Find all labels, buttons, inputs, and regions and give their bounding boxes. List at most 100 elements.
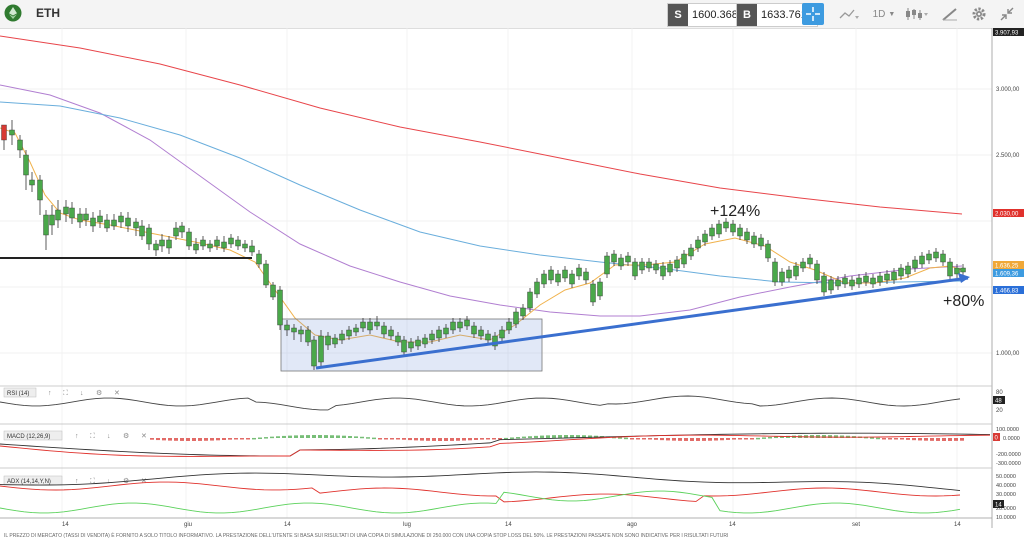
candle xyxy=(653,260,659,274)
macd-bar xyxy=(474,438,478,440)
candle xyxy=(688,244,694,260)
price-chart[interactable]: 3.000,00 2.500,00 1.000,00 3.907,93 2.03… xyxy=(0,28,1024,545)
timeframe-dropdown[interactable]: 1D ▼ xyxy=(870,3,898,25)
macd-bar xyxy=(372,437,376,440)
expand-icon[interactable]: ⛶ xyxy=(90,432,95,440)
candle xyxy=(625,252,631,266)
move-down-icon[interactable]: ↓ xyxy=(107,478,111,485)
close-icon[interactable]: ✕ xyxy=(114,390,120,397)
macd-bar xyxy=(534,435,538,438)
candle xyxy=(83,208,89,226)
candle xyxy=(311,336,317,370)
candle xyxy=(9,120,15,145)
adx-pane: ADX (14,14,Y,N) ↑ ⛶ ↓ ⚙ ✕ 50.0000 40.000… xyxy=(0,471,1016,521)
macd-bar xyxy=(672,438,676,441)
adx-line xyxy=(0,471,961,491)
candle xyxy=(583,268,589,284)
macd-bar xyxy=(414,438,418,441)
gear-icon[interactable]: ⚙ xyxy=(96,389,102,397)
candle xyxy=(415,336,421,350)
symbol-selector[interactable]: ETH xyxy=(4,4,60,22)
macd-bar xyxy=(258,437,262,440)
candle xyxy=(492,332,498,350)
macd-label-box[interactable] xyxy=(3,430,63,441)
macd-bar xyxy=(816,435,820,438)
candlestick-icon xyxy=(906,8,928,20)
annotation-gain: +124% xyxy=(710,203,760,220)
macd-bar xyxy=(828,435,832,438)
macd-bar xyxy=(168,438,172,441)
move-up-icon[interactable]: ↑ xyxy=(75,433,79,440)
collapse-button[interactable] xyxy=(996,3,1018,25)
candle xyxy=(905,262,911,278)
macd-bar xyxy=(342,435,346,438)
crosshair-button[interactable] xyxy=(802,3,824,25)
macd-bar xyxy=(558,435,562,438)
line-chart-icon xyxy=(839,9,859,19)
candle xyxy=(284,320,290,336)
candle xyxy=(513,308,519,328)
macd-value: 0 xyxy=(995,436,999,442)
settings-button[interactable] xyxy=(968,3,990,25)
move-up-icon[interactable]: ↑ xyxy=(75,478,79,485)
move-down-icon[interactable]: ↓ xyxy=(107,433,111,440)
close-icon[interactable]: ✕ xyxy=(141,478,147,485)
macd-bar xyxy=(948,438,952,441)
macd-bar xyxy=(204,438,208,441)
time-label: set xyxy=(852,522,860,528)
macd-bar xyxy=(450,438,454,441)
candle xyxy=(207,240,213,252)
macd-bar xyxy=(492,438,496,440)
sell-price-button[interactable]: S 1600.3683 xyxy=(667,3,749,27)
candle xyxy=(360,318,366,332)
candle xyxy=(604,252,610,278)
toolbar: ETH S 1600.3683 B 1633.7610 1D ▼ xyxy=(0,0,1024,29)
chevron-down-icon: ▼ xyxy=(888,10,896,18)
candle xyxy=(179,222,185,238)
rsi-label-box[interactable] xyxy=(3,387,37,398)
macd-value-badge xyxy=(993,433,1000,441)
macd-bar xyxy=(198,438,202,441)
candle xyxy=(884,270,890,284)
macd-bar xyxy=(738,438,742,440)
macd-bar xyxy=(618,437,622,439)
candle xyxy=(562,266,568,282)
adx-level: 10.0000 xyxy=(996,515,1016,521)
candle xyxy=(153,240,159,256)
macd-bar xyxy=(864,436,868,439)
candle xyxy=(214,236,220,250)
macd-bar xyxy=(360,436,364,439)
macd-bar xyxy=(918,438,922,441)
candle xyxy=(842,274,848,288)
rsi-label: RSI (14) xyxy=(7,391,29,397)
macd-bar xyxy=(756,437,760,440)
move-down-icon[interactable]: ↓ xyxy=(80,390,84,397)
macd-bar xyxy=(300,435,304,438)
price-badge: 3.907,93 xyxy=(993,28,1024,37)
candle xyxy=(118,212,124,228)
chart-type-button[interactable] xyxy=(836,3,862,25)
candle xyxy=(249,240,255,256)
expand-icon[interactable]: ⛶ xyxy=(63,389,68,397)
drawing-tools-button[interactable] xyxy=(939,3,961,25)
macd-bar xyxy=(630,438,634,440)
macd-bar xyxy=(192,438,196,441)
close-icon[interactable]: ✕ xyxy=(141,433,147,440)
move-up-icon[interactable]: ↑ xyxy=(48,390,52,397)
adx-level: 30.0000 xyxy=(996,492,1016,498)
adx-level: 20.0000 xyxy=(996,506,1016,512)
candle-type-button[interactable] xyxy=(902,3,932,25)
macd-bar xyxy=(306,435,310,438)
candle xyxy=(940,250,946,266)
candle xyxy=(639,258,645,274)
expand-icon[interactable]: ⛶ xyxy=(90,477,95,485)
macd-bar xyxy=(402,438,406,440)
candle xyxy=(597,278,603,300)
macd-bar xyxy=(468,438,472,441)
candle xyxy=(450,318,456,334)
rsi-pane: RSI (14) ↑ ⛶ ↓ ⚙ ✕ 80 20 48 xyxy=(0,387,1005,414)
macd-bar xyxy=(480,438,484,440)
macd-bar xyxy=(588,435,592,438)
macd-bar xyxy=(888,438,892,440)
gear-icon[interactable]: ⚙ xyxy=(123,432,129,440)
